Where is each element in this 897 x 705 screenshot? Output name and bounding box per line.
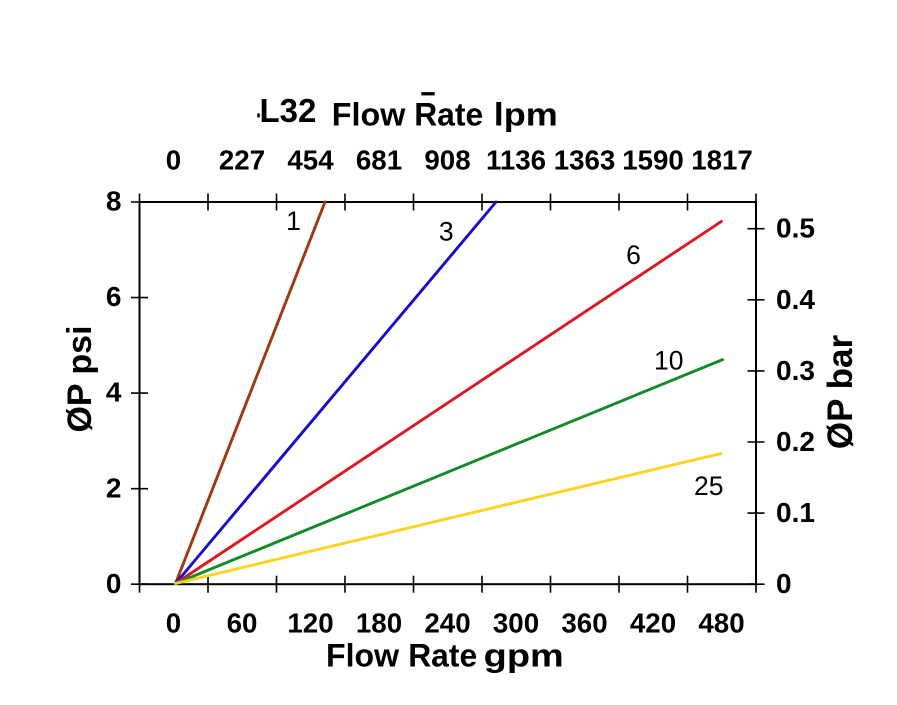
svg-text:Rate: Rate bbox=[414, 97, 483, 133]
svg-text:420: 420 bbox=[630, 607, 676, 638]
svg-text:6: 6 bbox=[626, 240, 641, 270]
svg-text:Rate: Rate bbox=[408, 638, 477, 674]
svg-text:gpm: gpm bbox=[484, 638, 564, 674]
svg-text:0: 0 bbox=[166, 144, 181, 175]
svg-text:0.2: 0.2 bbox=[776, 426, 815, 457]
svg-text:3: 3 bbox=[439, 216, 454, 246]
svg-text:0: 0 bbox=[106, 568, 122, 599]
svg-text:0.4: 0.4 bbox=[776, 284, 815, 315]
svg-text:300: 300 bbox=[493, 607, 539, 638]
svg-text:8: 8 bbox=[106, 186, 122, 217]
svg-text:180: 180 bbox=[356, 607, 402, 638]
svg-text:480: 480 bbox=[698, 607, 744, 638]
svg-text:908: 908 bbox=[424, 144, 470, 175]
svg-text:1: 1 bbox=[286, 206, 301, 236]
svg-text:0.3: 0.3 bbox=[776, 355, 815, 386]
svg-text:0: 0 bbox=[166, 607, 181, 638]
svg-text:lpm: lpm bbox=[494, 97, 558, 133]
svg-text:ØP psi: ØP psi bbox=[61, 325, 99, 432]
svg-text:L32: L32 bbox=[260, 92, 317, 129]
svg-text:60: 60 bbox=[227, 607, 258, 638]
svg-text:240: 240 bbox=[424, 607, 470, 638]
svg-text:Flow: Flow bbox=[326, 638, 399, 674]
svg-text:1136: 1136 bbox=[486, 144, 546, 175]
svg-text:360: 360 bbox=[561, 607, 607, 638]
svg-text:25: 25 bbox=[694, 471, 723, 501]
svg-text:10: 10 bbox=[654, 346, 683, 376]
svg-text:1363: 1363 bbox=[554, 144, 616, 175]
svg-text:0.5: 0.5 bbox=[776, 213, 815, 244]
svg-text:1590: 1590 bbox=[622, 144, 684, 175]
svg-text:ØP bar: ØP bar bbox=[821, 335, 860, 450]
svg-text:0.1: 0.1 bbox=[776, 497, 815, 528]
svg-text:0: 0 bbox=[776, 568, 792, 599]
svg-text:2: 2 bbox=[106, 472, 122, 503]
svg-text:4: 4 bbox=[106, 377, 122, 408]
svg-text:1817: 1817 bbox=[691, 144, 753, 175]
svg-text:454: 454 bbox=[287, 144, 334, 175]
svg-text:6: 6 bbox=[106, 281, 122, 312]
svg-text:120: 120 bbox=[287, 607, 333, 638]
svg-text:Flow: Flow bbox=[332, 97, 406, 133]
svg-text:227: 227 bbox=[219, 144, 265, 175]
svg-text:681: 681 bbox=[356, 144, 402, 175]
